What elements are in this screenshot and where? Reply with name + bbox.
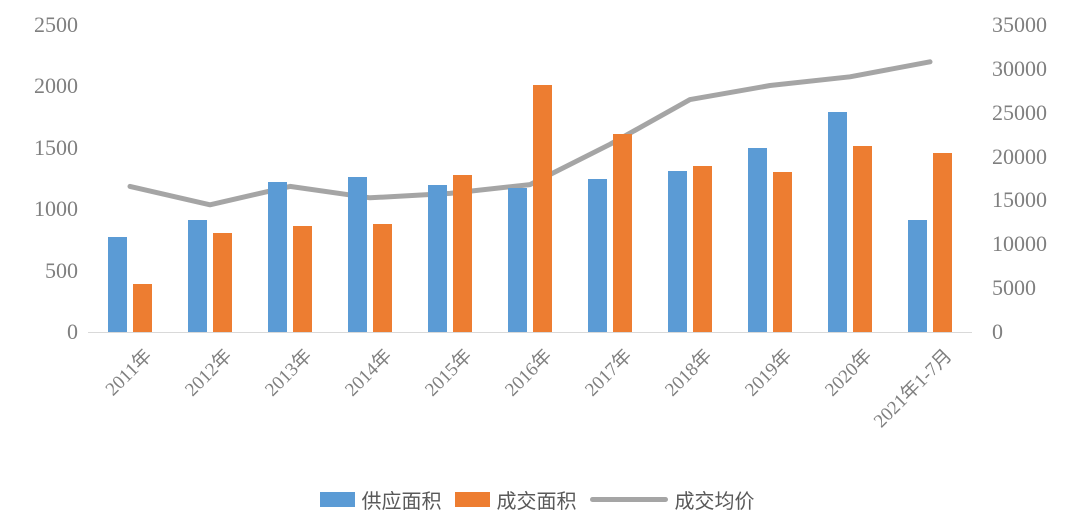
legend: 供应面积 成交面积 成交均价 — [0, 485, 1080, 514]
y-axis-right-tick: 15000 — [992, 187, 1047, 213]
x-axis-line — [88, 332, 972, 333]
legend-label-transaction-area: 成交面积 — [496, 491, 577, 513]
supply-area-bar — [508, 188, 527, 332]
transaction-area-bar — [373, 223, 392, 332]
y-axis-left-tick: 500 — [45, 257, 78, 283]
y-axis-right-tick: 5000 — [992, 275, 1036, 301]
y-axis-left-tick: 1000 — [34, 196, 78, 222]
supply-area-bar — [748, 147, 767, 332]
legend-swatch-average-price — [589, 497, 668, 502]
plot-area — [90, 25, 970, 332]
transaction-area-bar — [613, 133, 632, 332]
y-axis-left-tick: 0 — [67, 319, 78, 344]
transaction-area-bar — [533, 85, 552, 332]
transaction-area-bar — [293, 225, 312, 332]
supply-area-bar — [588, 179, 607, 332]
legend-swatch-transaction-area — [454, 492, 490, 507]
transaction-area-bar — [213, 232, 232, 332]
supply-area-bar — [428, 184, 447, 332]
y-axis-left-tick: 2000 — [34, 73, 78, 99]
transaction-area-bar — [693, 165, 712, 332]
y-axis-right-tick: 10000 — [992, 231, 1047, 257]
supply-area-bar — [668, 170, 687, 332]
y-axis-right-tick: 0 — [992, 319, 1003, 344]
legend-label-average-price: 成交均价 — [674, 491, 755, 513]
legend-label-supply-area: 供应面积 — [361, 491, 442, 513]
transaction-area-bar — [933, 153, 952, 332]
y-axis-left-tick: 1500 — [34, 134, 78, 160]
supply-area-bar — [108, 237, 127, 332]
supply-area-bar — [188, 219, 207, 332]
y-axis-right-tick: 25000 — [992, 99, 1047, 125]
supply-area-bar — [348, 177, 367, 332]
y-axis-right-tick: 20000 — [992, 143, 1047, 169]
price-line — [127, 59, 933, 208]
transaction-area-bar — [453, 174, 472, 332]
transaction-area-bar — [133, 284, 152, 332]
y-axis-left-tick: 2500 — [34, 12, 78, 37]
y-axis-right-tick: 35000 — [992, 12, 1047, 37]
transaction-area-bar — [773, 172, 792, 332]
y-axis-right-tick: 30000 — [992, 55, 1047, 81]
legend-swatch-supply-area — [319, 492, 355, 507]
supply-area-bar — [828, 111, 847, 332]
transaction-area-bar — [853, 145, 872, 332]
supply-area-bar — [908, 220, 927, 332]
supply-area-bar — [268, 181, 287, 332]
average-price-line-path — [127, 59, 933, 208]
